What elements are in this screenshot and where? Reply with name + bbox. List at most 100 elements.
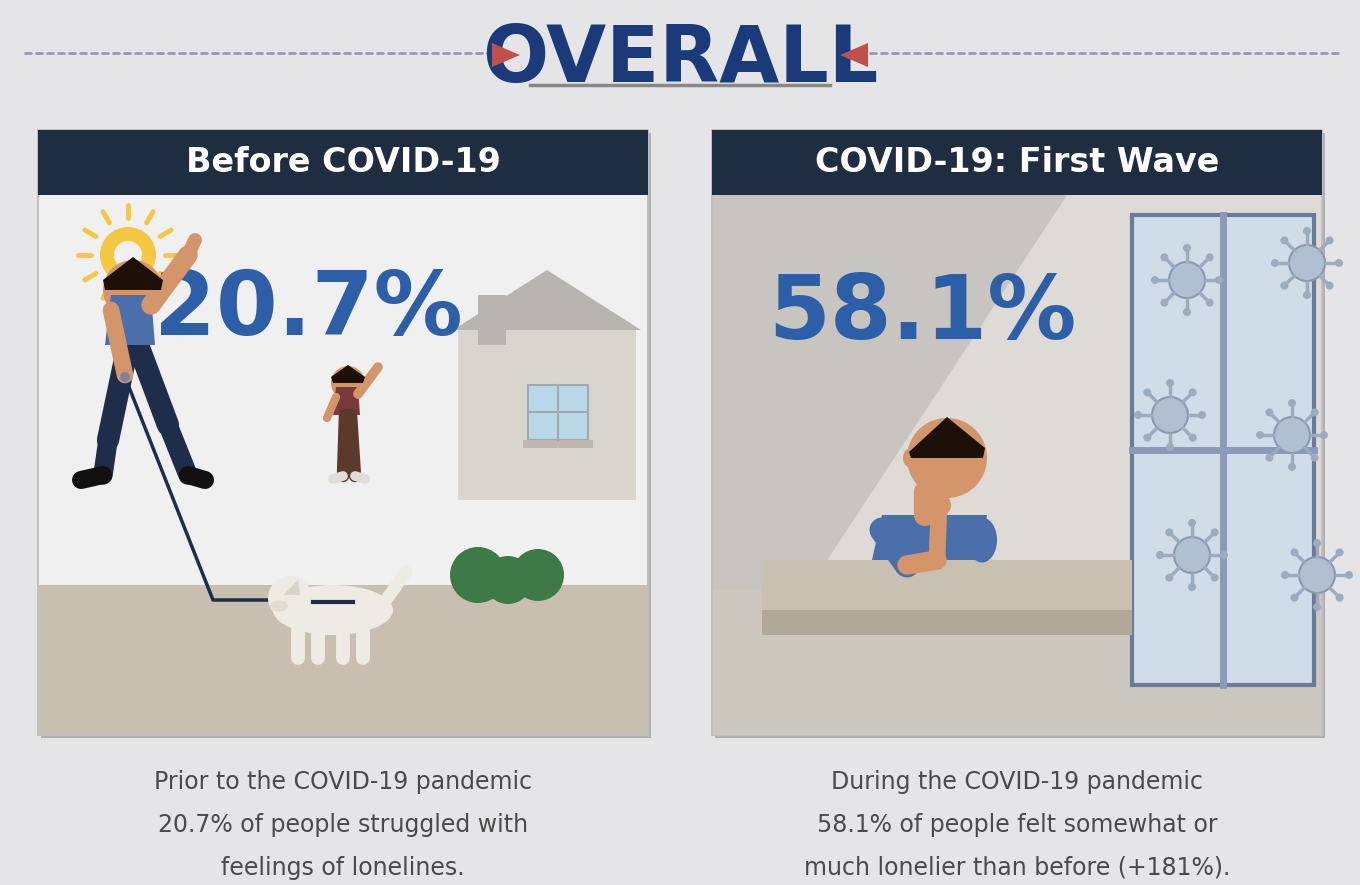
Bar [713, 130, 1322, 735]
Text: Before COVID-19: Before COVID-19 [185, 146, 500, 179]
Circle shape [928, 493, 951, 517]
Circle shape [1336, 549, 1344, 557]
Bar [713, 590, 1321, 735]
Bar [713, 130, 1322, 195]
Text: OVERALL: OVERALL [481, 22, 879, 98]
Circle shape [1257, 431, 1263, 439]
Bar [39, 195, 647, 585]
Bar [715, 133, 1325, 738]
Circle shape [1205, 253, 1213, 261]
Circle shape [484, 556, 532, 604]
Circle shape [1205, 298, 1213, 306]
Polygon shape [453, 270, 641, 330]
Circle shape [1321, 431, 1327, 439]
Circle shape [1166, 573, 1174, 581]
Polygon shape [283, 580, 301, 595]
Circle shape [1291, 549, 1299, 557]
Circle shape [1151, 276, 1159, 284]
Circle shape [1280, 236, 1288, 244]
Circle shape [1170, 262, 1205, 298]
Bar [762, 610, 1132, 635]
Circle shape [1160, 253, 1168, 261]
Circle shape [1144, 434, 1152, 442]
Bar [38, 130, 647, 195]
Circle shape [1144, 389, 1152, 396]
Text: COVID-19: First Wave: COVID-19: First Wave [815, 146, 1219, 179]
Circle shape [1274, 417, 1310, 453]
Circle shape [1166, 528, 1174, 536]
Circle shape [1326, 281, 1334, 289]
Polygon shape [840, 43, 868, 67]
Circle shape [1183, 244, 1191, 252]
Circle shape [1288, 399, 1296, 407]
Circle shape [1272, 259, 1278, 267]
Bar [713, 195, 1068, 734]
Text: During the COVID-19 pandemic
58.1% of people felt somewhat or
much lonelier than: During the COVID-19 pandemic 58.1% of pe… [804, 770, 1231, 880]
Polygon shape [333, 387, 360, 415]
Circle shape [1166, 443, 1174, 451]
Bar [39, 585, 647, 734]
Polygon shape [908, 417, 985, 458]
Circle shape [1189, 389, 1197, 396]
Circle shape [1189, 434, 1197, 442]
Circle shape [1265, 408, 1273, 416]
Circle shape [1303, 227, 1311, 235]
Circle shape [120, 372, 131, 382]
Polygon shape [105, 295, 155, 345]
Circle shape [1281, 571, 1289, 579]
Circle shape [1152, 397, 1189, 433]
Circle shape [1210, 573, 1219, 581]
Bar [477, 295, 506, 345]
Circle shape [1280, 281, 1288, 289]
Circle shape [1210, 528, 1219, 536]
Circle shape [1312, 539, 1321, 547]
Bar [1068, 195, 1321, 734]
Bar [458, 330, 636, 500]
Circle shape [114, 241, 141, 269]
Circle shape [1288, 463, 1296, 471]
Circle shape [1311, 408, 1319, 416]
Polygon shape [762, 560, 1132, 610]
Circle shape [1134, 411, 1142, 419]
Circle shape [450, 547, 506, 603]
Polygon shape [492, 43, 520, 67]
Circle shape [1336, 594, 1344, 602]
Circle shape [1160, 298, 1168, 306]
Circle shape [1312, 603, 1321, 611]
Polygon shape [330, 365, 364, 383]
Circle shape [1303, 291, 1311, 299]
Circle shape [1311, 454, 1319, 462]
Circle shape [1220, 551, 1228, 559]
Circle shape [101, 227, 156, 283]
Ellipse shape [967, 518, 997, 563]
Circle shape [1345, 571, 1353, 579]
Circle shape [1299, 557, 1336, 593]
Text: 58.1%: 58.1% [768, 272, 1076, 358]
Circle shape [1214, 276, 1223, 284]
Polygon shape [1132, 215, 1314, 685]
Text: 20.7%: 20.7% [154, 266, 462, 353]
Circle shape [1166, 379, 1174, 387]
Circle shape [330, 366, 364, 400]
Bar [528, 385, 588, 440]
Circle shape [1265, 454, 1273, 462]
Circle shape [1174, 537, 1210, 573]
Bar [41, 133, 651, 738]
Circle shape [268, 576, 311, 620]
Bar [524, 440, 593, 448]
Circle shape [1189, 583, 1195, 591]
Circle shape [1183, 308, 1191, 316]
Circle shape [1326, 236, 1334, 244]
Text: Prior to the COVID-19 pandemic
20.7% of people struggled with
feelings of loneli: Prior to the COVID-19 pandemic 20.7% of … [154, 770, 532, 880]
Bar [38, 130, 647, 735]
Ellipse shape [903, 449, 915, 467]
Circle shape [1336, 259, 1342, 267]
Ellipse shape [271, 601, 288, 612]
Ellipse shape [273, 585, 393, 635]
Circle shape [1291, 594, 1299, 602]
Polygon shape [103, 257, 163, 290]
Circle shape [1198, 411, 1206, 419]
Circle shape [1289, 245, 1325, 281]
Circle shape [1156, 551, 1164, 559]
Polygon shape [713, 195, 1068, 734]
